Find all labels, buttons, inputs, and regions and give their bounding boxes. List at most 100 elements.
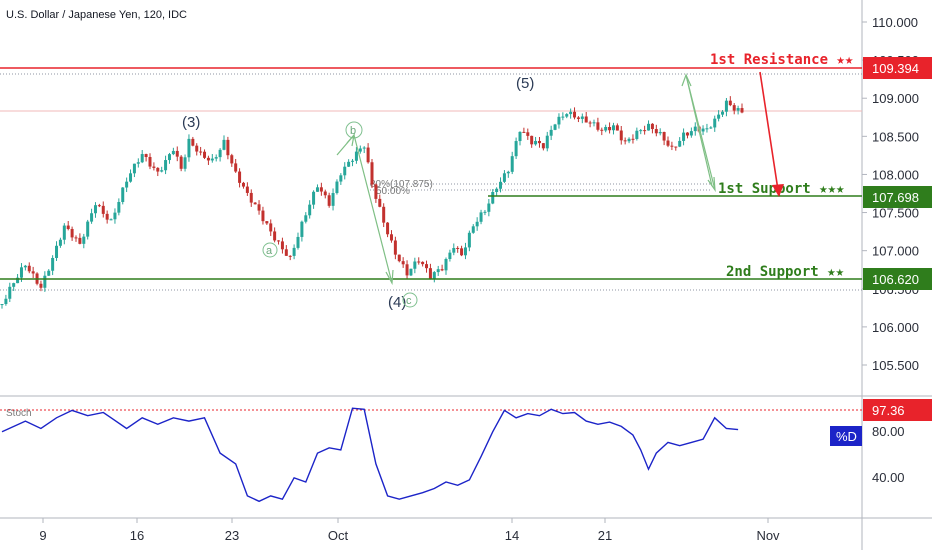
candle-body xyxy=(117,201,121,213)
candle-body xyxy=(222,139,226,150)
candle-body xyxy=(623,140,627,142)
candle-body xyxy=(82,236,86,244)
candle-body xyxy=(319,187,323,192)
candle-body xyxy=(604,127,608,131)
candle-body xyxy=(518,131,522,142)
time-tick-label: 23 xyxy=(225,528,239,543)
candle-body xyxy=(386,222,390,235)
resistance-tag-value: 109.394 xyxy=(872,61,919,76)
candle-body xyxy=(619,130,623,141)
candle-body xyxy=(218,149,222,158)
candle-body xyxy=(608,127,612,131)
candle-body xyxy=(245,186,249,193)
price-tick-label: 110.000 xyxy=(872,15,918,30)
candle-body xyxy=(701,128,705,132)
fib-80-label: 80%(107.875) xyxy=(370,179,433,190)
candle-body xyxy=(74,237,78,239)
candle-body xyxy=(351,160,355,162)
candle-body xyxy=(635,130,639,139)
candle-body xyxy=(214,157,218,159)
candle-body xyxy=(615,125,619,131)
candle-body xyxy=(148,156,152,167)
candle-body xyxy=(292,247,296,256)
candle-body xyxy=(534,140,538,145)
price-tick-label: 107.500 xyxy=(872,206,919,221)
candle-body xyxy=(413,261,417,269)
candle-body xyxy=(541,143,545,149)
candle-body xyxy=(499,181,503,189)
candle-body xyxy=(573,111,577,118)
candle-body xyxy=(277,240,281,242)
support-1-tag-value: 107.698 xyxy=(872,190,919,205)
stoch-level-tag xyxy=(863,399,932,421)
price-tick-label: 109.000 xyxy=(872,91,919,106)
candle-body xyxy=(491,192,495,204)
svg-text:c: c xyxy=(406,295,412,307)
candle-body xyxy=(693,126,697,132)
candle-body xyxy=(195,145,199,152)
candle-body xyxy=(90,213,94,222)
candle-body xyxy=(273,231,277,241)
candle-body xyxy=(331,193,335,206)
candle-body xyxy=(456,247,460,249)
time-axis: 9 16 23 Oct 14 21 Nov xyxy=(39,518,780,543)
candle-body xyxy=(588,122,592,124)
candle-body xyxy=(47,270,51,276)
candle-body xyxy=(650,123,654,130)
candle-body xyxy=(257,204,261,211)
candle-body xyxy=(152,166,156,168)
candle-body xyxy=(417,261,421,263)
candle-body xyxy=(132,163,136,174)
candle-body xyxy=(549,129,553,136)
candle-body xyxy=(280,241,284,250)
candle-body xyxy=(502,173,506,182)
candle-body xyxy=(206,157,210,161)
wave-3-label: (3) xyxy=(182,114,200,131)
candle-body xyxy=(27,265,31,272)
candle-body xyxy=(685,132,689,136)
candle-body xyxy=(315,187,319,192)
candle-body xyxy=(105,213,109,220)
candle-body xyxy=(230,155,234,164)
target-arrow xyxy=(759,71,784,197)
candle-body xyxy=(140,154,144,163)
wave-a-marker: a xyxy=(262,242,278,258)
wave-c-marker: c xyxy=(402,292,418,308)
candle-body xyxy=(284,249,288,256)
candle-body xyxy=(39,283,43,288)
candle-body xyxy=(19,267,23,278)
candle-body xyxy=(62,225,66,240)
candle-body xyxy=(312,191,316,205)
candle-body xyxy=(129,173,133,182)
candle-body xyxy=(510,156,514,172)
candle-body xyxy=(253,202,257,205)
candle-body xyxy=(66,225,70,229)
candle-body xyxy=(51,257,55,271)
candle-body xyxy=(397,254,401,262)
candle-body xyxy=(475,221,479,227)
candle-body xyxy=(584,116,588,123)
candle-body xyxy=(121,187,125,202)
candle-body xyxy=(160,170,164,172)
candle-body xyxy=(101,205,105,214)
candle-body xyxy=(467,232,471,248)
candle-body xyxy=(354,151,358,161)
svg-text:b: b xyxy=(350,125,356,137)
candle-body xyxy=(654,129,658,134)
candle-body xyxy=(479,212,483,222)
candle-body xyxy=(674,146,678,148)
candle-body xyxy=(545,135,549,149)
price-tick-label: 105.500 xyxy=(872,358,919,373)
time-tick-label: 21 xyxy=(598,528,612,543)
candle-body xyxy=(526,132,530,136)
svg-text:a: a xyxy=(266,245,273,257)
price-pane xyxy=(0,0,862,396)
candle-body xyxy=(78,237,82,244)
price-tick-label: 108.500 xyxy=(872,129,919,144)
candle-body xyxy=(323,191,327,196)
candle-body xyxy=(327,195,331,206)
time-tick-label: 9 xyxy=(39,528,46,543)
price-tick-label: 108.000 xyxy=(872,167,919,182)
stoch-series-tag xyxy=(830,426,862,446)
candle-body xyxy=(736,108,740,111)
